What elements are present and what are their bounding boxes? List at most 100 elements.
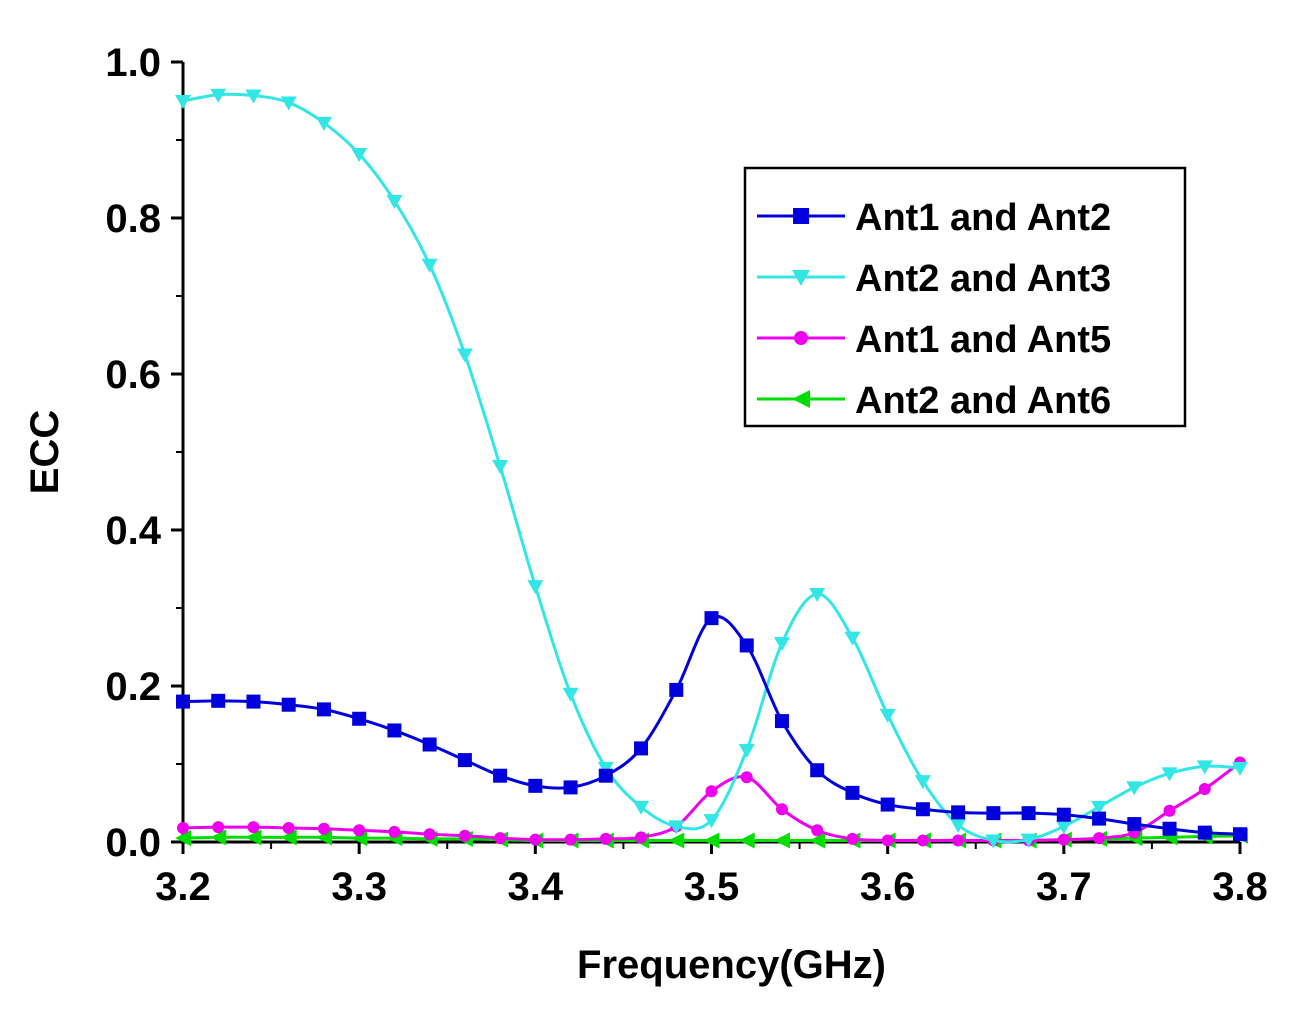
x-tick-label: 3.5 bbox=[684, 865, 740, 909]
data-point bbox=[1092, 811, 1107, 826]
data-point bbox=[1196, 760, 1213, 775]
data-point bbox=[175, 95, 191, 109]
data-point bbox=[423, 828, 436, 841]
data-point bbox=[211, 693, 226, 708]
data-point bbox=[245, 829, 262, 846]
data-point bbox=[792, 390, 810, 408]
x-tick-label: 3.8 bbox=[1212, 865, 1268, 909]
data-point bbox=[281, 697, 296, 712]
data-point bbox=[599, 832, 612, 845]
y-tick-label: 0.0 bbox=[105, 821, 161, 865]
series-1 bbox=[176, 611, 1247, 842]
data-point bbox=[1055, 820, 1072, 835]
legend-label: Ant1 and Ant5 bbox=[855, 319, 1111, 361]
data-point bbox=[1091, 800, 1108, 815]
data-point bbox=[633, 800, 650, 815]
data-point bbox=[351, 148, 368, 163]
data-point bbox=[175, 830, 191, 847]
y-tick-label: 0.2 bbox=[105, 665, 161, 709]
data-point bbox=[563, 780, 578, 795]
data-point bbox=[457, 753, 472, 768]
legend: Ant1 and Ant2 Ant2 and Ant3 Ant1 and Ant5 A… bbox=[743, 166, 1187, 428]
data-point bbox=[1093, 832, 1106, 845]
data-point bbox=[1020, 833, 1037, 848]
data-point bbox=[880, 797, 895, 812]
data-point bbox=[1161, 767, 1178, 782]
data-point bbox=[879, 708, 896, 723]
legend-item: Ant2 and Ant3 bbox=[757, 258, 1111, 300]
data-point bbox=[246, 694, 261, 709]
data-point bbox=[492, 460, 509, 475]
data-point bbox=[793, 208, 809, 224]
data-point bbox=[669, 682, 684, 697]
data-point bbox=[529, 833, 542, 846]
data-point bbox=[915, 802, 930, 817]
data-point bbox=[881, 834, 894, 847]
data-point bbox=[1126, 781, 1143, 796]
data-point bbox=[527, 580, 544, 595]
data-point bbox=[387, 723, 402, 738]
data-point bbox=[352, 711, 367, 726]
data-point bbox=[914, 775, 931, 790]
data-point bbox=[564, 833, 577, 846]
data-point bbox=[598, 768, 613, 783]
data-point bbox=[668, 832, 685, 849]
data-point bbox=[212, 821, 225, 834]
y-tick-label: 0.8 bbox=[105, 197, 161, 241]
data-point bbox=[422, 737, 437, 752]
data-point bbox=[739, 638, 754, 653]
series-line bbox=[182, 92, 1241, 844]
data-point bbox=[775, 803, 788, 816]
data-point bbox=[634, 741, 649, 756]
data-point bbox=[421, 258, 438, 273]
x-tick-label: 3.6 bbox=[860, 865, 916, 909]
data-point bbox=[774, 714, 789, 729]
y-tick-label: 0.4 bbox=[105, 509, 161, 553]
data-point bbox=[386, 194, 403, 209]
data-point bbox=[952, 834, 965, 847]
data-point bbox=[809, 587, 826, 602]
data-point bbox=[773, 832, 790, 849]
data-point bbox=[316, 702, 331, 717]
data-point bbox=[210, 829, 227, 846]
data-point bbox=[794, 331, 808, 345]
legend-label: Ant2 and Ant6 bbox=[855, 380, 1111, 422]
data-point bbox=[317, 822, 330, 835]
data-point bbox=[703, 832, 720, 849]
data-point bbox=[985, 834, 1002, 849]
series-line bbox=[182, 761, 1241, 843]
data-point bbox=[792, 270, 810, 286]
y-tick-label: 1.0 bbox=[105, 41, 161, 85]
series-line bbox=[182, 614, 1241, 836]
data-point bbox=[1233, 827, 1247, 842]
data-point bbox=[562, 687, 579, 702]
data-point bbox=[635, 831, 648, 844]
data-point bbox=[528, 778, 543, 793]
legend-item: Ant1 and Ant2 bbox=[757, 197, 1111, 239]
x-tick-label: 3.3 bbox=[331, 865, 387, 909]
data-point bbox=[811, 824, 824, 837]
data-point bbox=[494, 832, 507, 845]
data-point bbox=[315, 116, 332, 131]
data-point bbox=[1198, 782, 1211, 795]
data-point bbox=[458, 829, 471, 842]
y-axis-title: ECC bbox=[23, 410, 67, 494]
data-point bbox=[738, 832, 755, 849]
series-layer bbox=[175, 88, 1248, 849]
data-point bbox=[773, 637, 790, 652]
data-point bbox=[705, 785, 718, 798]
data-point bbox=[280, 829, 297, 846]
data-point bbox=[668, 820, 685, 835]
data-point bbox=[1127, 817, 1142, 832]
data-point bbox=[1232, 761, 1248, 776]
axes: 0.0 0.2 0.4 0.6 0.8 1.0 3.2 3.3 3.4 3.5 3.6 3.7 3.8 bbox=[105, 41, 1267, 909]
series-2 bbox=[175, 88, 1248, 849]
y-tick-label: 0.6 bbox=[105, 353, 161, 397]
data-point bbox=[916, 834, 929, 847]
data-point bbox=[353, 824, 366, 837]
legend-label: Ant1 and Ant2 bbox=[855, 197, 1111, 239]
data-point bbox=[280, 96, 297, 111]
data-point bbox=[740, 771, 753, 784]
data-point bbox=[1163, 804, 1176, 817]
